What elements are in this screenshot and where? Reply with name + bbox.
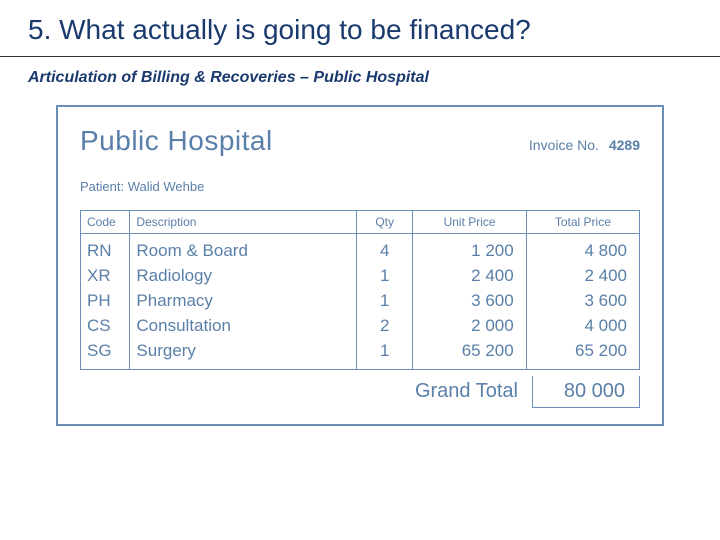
col-header-desc: Description — [130, 211, 356, 234]
cell-desc: Radiology — [130, 264, 356, 289]
table-row: RN Room & Board 4 1 200 4 800 — [81, 234, 640, 264]
cell-desc: Surgery — [130, 339, 356, 369]
cell-code: PH — [81, 289, 130, 314]
cell-desc: Room & Board — [130, 234, 356, 264]
invoice-box: Public Hospital Invoice No. 4289 Patient… — [56, 105, 664, 426]
cell-qty: 2 — [356, 314, 413, 339]
table-row: CS Consultation 2 2 000 4 000 — [81, 314, 640, 339]
cell-unit: 2 400 — [413, 264, 526, 289]
invoice-number-label: Invoice No. — [529, 137, 599, 153]
cell-code: RN — [81, 234, 130, 264]
col-header-unit: Unit Price — [413, 211, 526, 234]
invoice-number: Invoice No. 4289 — [529, 137, 640, 153]
grand-total-row: Grand Total 80 000 — [80, 376, 640, 408]
slide-title: 5. What actually is going to be financed… — [0, 0, 720, 56]
table-row: SG Surgery 1 65 200 65 200 — [81, 339, 640, 369]
cell-total: 65 200 — [526, 339, 639, 369]
cell-qty: 1 — [356, 264, 413, 289]
hospital-name: Public Hospital — [80, 125, 273, 157]
cell-qty: 1 — [356, 339, 413, 369]
invoice-header: Public Hospital Invoice No. 4289 — [80, 125, 640, 157]
invoice-table: Code Description Qty Unit Price Total Pr… — [80, 210, 640, 370]
col-header-total: Total Price — [526, 211, 639, 234]
cell-desc: Pharmacy — [130, 289, 356, 314]
patient-label: Patient: — [80, 179, 124, 194]
cell-unit: 1 200 — [413, 234, 526, 264]
cell-unit: 65 200 — [413, 339, 526, 369]
grand-total-value: 80 000 — [532, 376, 640, 408]
cell-unit: 3 600 — [413, 289, 526, 314]
slide-subtitle: Articulation of Billing & Recoveries – P… — [0, 57, 720, 105]
col-header-code: Code — [81, 211, 130, 234]
cell-total: 4 800 — [526, 234, 639, 264]
cell-total: 3 600 — [526, 289, 639, 314]
patient-name: Walid Wehbe — [128, 179, 205, 194]
cell-code: SG — [81, 339, 130, 369]
invoice-number-value: 4289 — [609, 137, 640, 153]
cell-qty: 4 — [356, 234, 413, 264]
col-header-qty: Qty — [356, 211, 413, 234]
patient-line: Patient: Walid Wehbe — [80, 179, 640, 194]
cell-code: XR — [81, 264, 130, 289]
cell-total: 4 000 — [526, 314, 639, 339]
cell-code: CS — [81, 314, 130, 339]
cell-unit: 2 000 — [413, 314, 526, 339]
table-row: PH Pharmacy 1 3 600 3 600 — [81, 289, 640, 314]
cell-total: 2 400 — [526, 264, 639, 289]
table-row: XR Radiology 1 2 400 2 400 — [81, 264, 640, 289]
cell-desc: Consultation — [130, 314, 356, 339]
grand-total-label: Grand Total — [415, 380, 518, 403]
table-header-row: Code Description Qty Unit Price Total Pr… — [81, 211, 640, 234]
cell-qty: 1 — [356, 289, 413, 314]
